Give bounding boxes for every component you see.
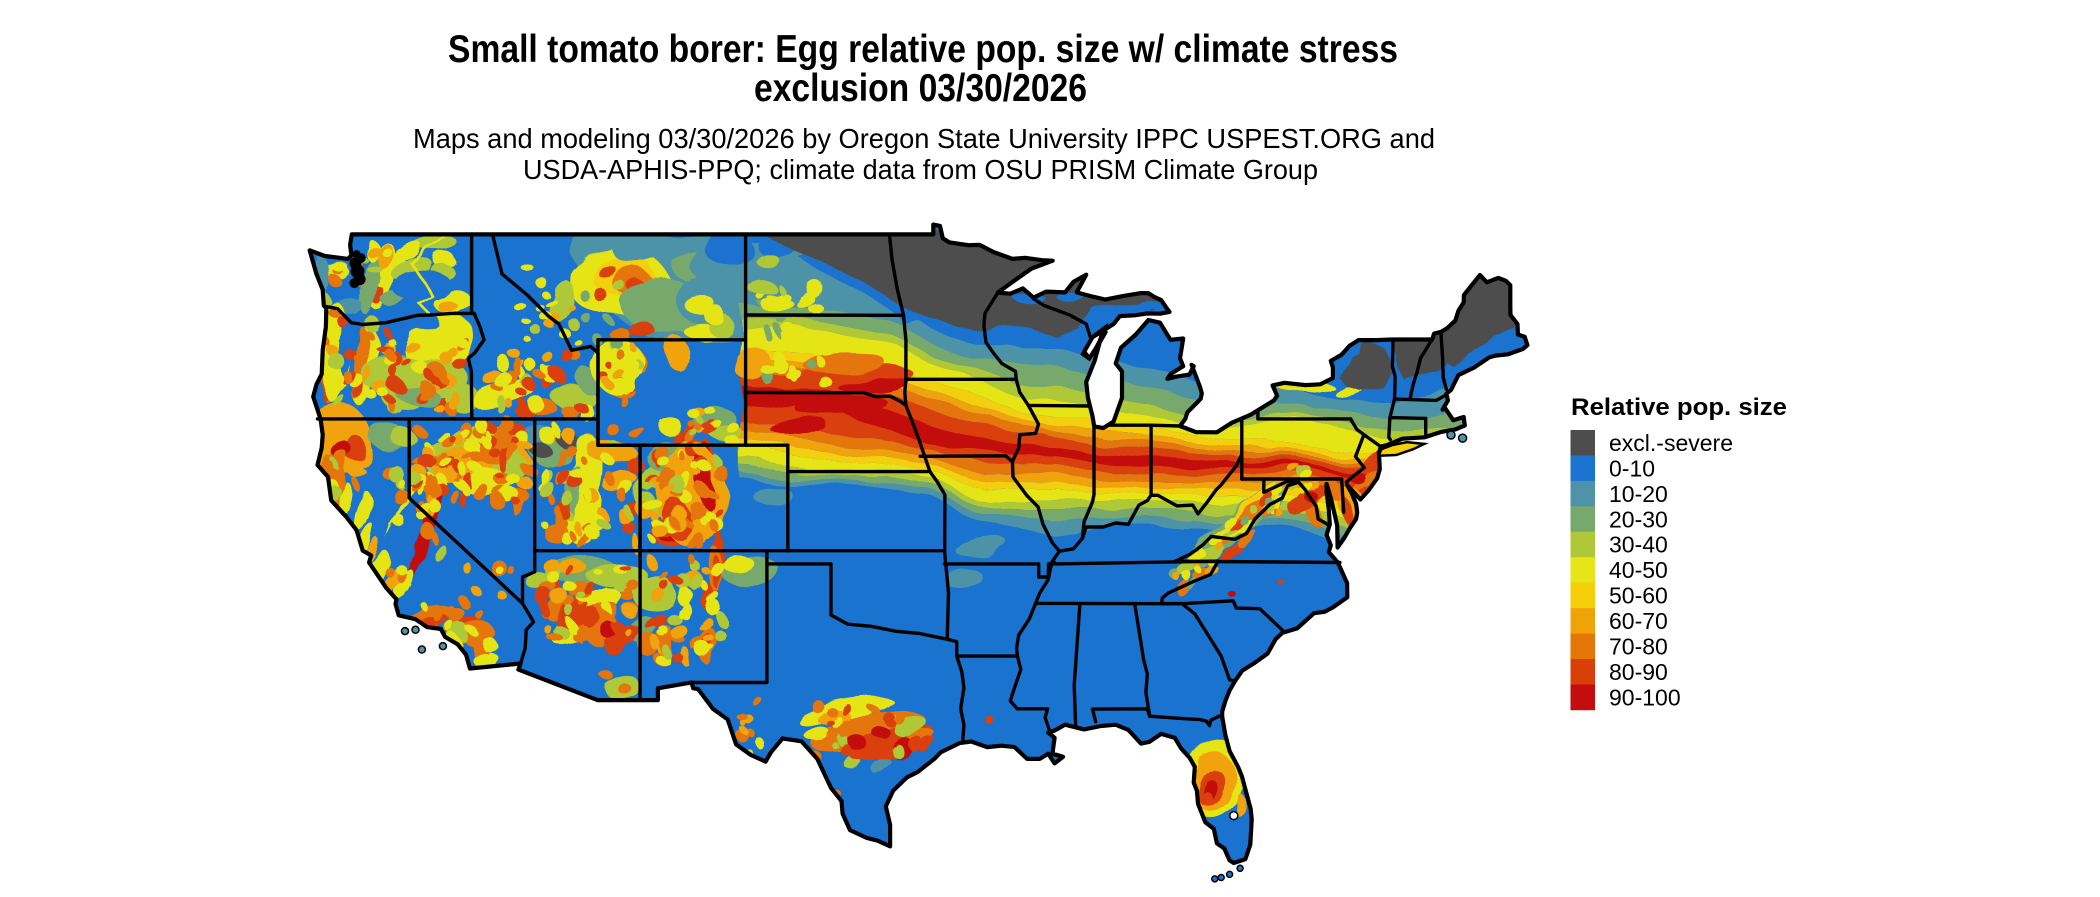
svg-text:30-40: 30-40 xyxy=(1609,532,1668,558)
svg-text:exclusion 03/30/2026: exclusion 03/30/2026 xyxy=(754,67,1087,110)
svg-text:40-50: 40-50 xyxy=(1609,557,1668,583)
svg-text:Maps and modeling 03/30/2026 b: Maps and modeling 03/30/2026 by Oregon S… xyxy=(413,123,1435,154)
svg-text:USDA-APHIS-PPQ; climate data f: USDA-APHIS-PPQ; climate data from OSU PR… xyxy=(523,154,1318,185)
svg-text:excl.-severe: excl.-severe xyxy=(1609,430,1733,456)
svg-text:90-100: 90-100 xyxy=(1609,684,1681,710)
svg-text:60-70: 60-70 xyxy=(1609,608,1668,634)
svg-text:50-60: 50-60 xyxy=(1609,583,1668,609)
svg-text:0-10: 0-10 xyxy=(1609,455,1655,481)
svg-text:Small tomato borer: Egg relati: Small tomato borer: Egg relative pop. si… xyxy=(448,28,1398,71)
svg-text:70-80: 70-80 xyxy=(1609,634,1668,660)
svg-text:10-20: 10-20 xyxy=(1609,481,1668,507)
svg-text:80-90: 80-90 xyxy=(1609,659,1668,685)
svg-text:Relative pop. size: Relative pop. size xyxy=(1571,394,1787,421)
svg-text:20-30: 20-30 xyxy=(1609,506,1668,532)
